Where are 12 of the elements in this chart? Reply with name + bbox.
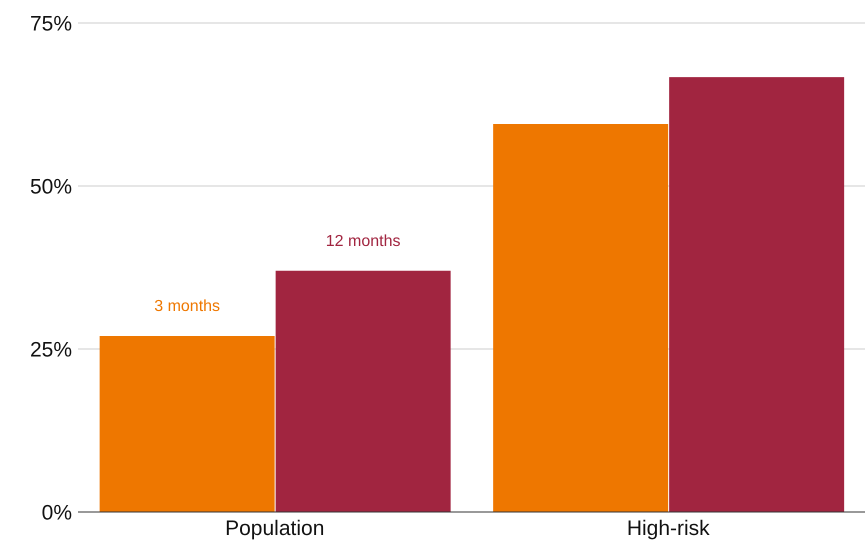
series-label: 12 months xyxy=(326,232,400,250)
y-tick-label: 50% xyxy=(30,175,72,198)
x-tick-label: Population xyxy=(225,516,324,540)
bar xyxy=(669,77,844,512)
bar xyxy=(100,336,275,512)
bar xyxy=(276,270,451,512)
bar xyxy=(493,124,668,512)
x-tick-label: High-risk xyxy=(626,516,710,540)
y-tick-label: 25% xyxy=(30,338,72,362)
y-tick-label: 0% xyxy=(42,501,72,524)
y-tick-label: 75% xyxy=(30,12,72,36)
series-label: 3 months xyxy=(154,298,220,315)
